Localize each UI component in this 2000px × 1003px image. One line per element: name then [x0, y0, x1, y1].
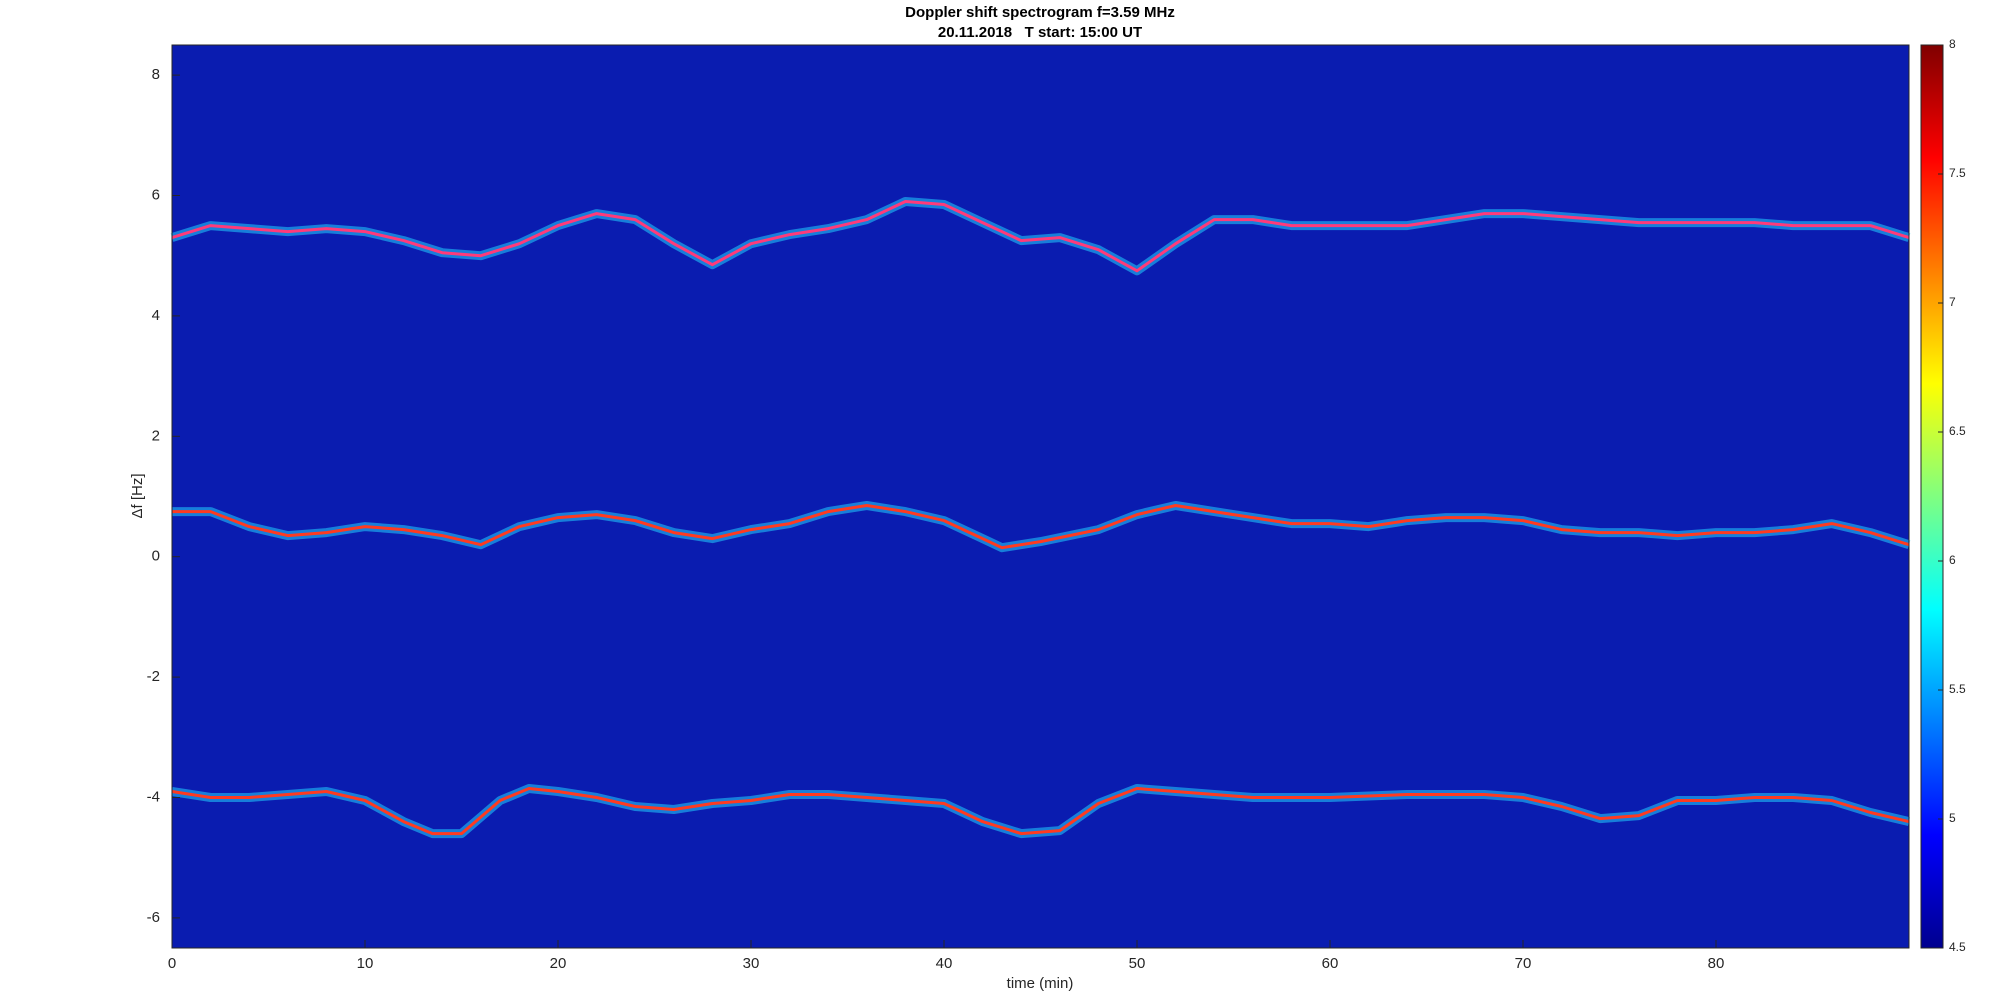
- x-tick-label: 40: [936, 955, 953, 972]
- colorbar-tick-label: 7: [1949, 295, 1956, 309]
- chart-title: Doppler shift spectrogram f=3.59 MHz: [905, 4, 1175, 21]
- colorbar-tick-label: 6.5: [1949, 424, 1966, 438]
- x-tick-label: 0: [168, 955, 176, 972]
- y-axis-label: Δf [Hz]: [129, 473, 146, 518]
- y-tick-label: 8: [152, 66, 160, 83]
- y-tick-label: -2: [147, 668, 160, 685]
- y-tick-label: -4: [147, 788, 160, 805]
- x-tick-label: 60: [1322, 955, 1339, 972]
- x-tick-label: 30: [743, 955, 760, 972]
- x-axis-label: time (min): [1007, 975, 1074, 992]
- y-tick-label: -6: [147, 909, 160, 926]
- x-tick-label: 80: [1708, 955, 1725, 972]
- trace: [171, 200, 1910, 273]
- y-tick-label: 6: [152, 186, 160, 203]
- x-tick-label: 50: [1129, 955, 1146, 972]
- colorbar-tick-label: 6: [1949, 553, 1956, 567]
- y-tick-label: 2: [152, 427, 160, 444]
- plot-background: [172, 45, 1909, 948]
- x-tick-label: 20: [550, 955, 567, 972]
- colorbar: [1920, 44, 1944, 949]
- colorbar-tick-label: 8: [1949, 37, 1956, 51]
- colorbar-tick-label: 7.5: [1949, 166, 1966, 180]
- y-tick-label: 4: [152, 307, 160, 324]
- colorbar-tick-label: 5: [1949, 811, 1956, 825]
- y-tick-label: 0: [152, 548, 160, 565]
- trace: [171, 787, 1910, 836]
- x-tick-label: 10: [357, 955, 374, 972]
- chart-subtitle: 20.11.2018 T start: 15:00 UT: [938, 24, 1142, 41]
- colorbar-tick-label: 5.5: [1949, 682, 1966, 696]
- plot-frame: [171, 44, 1910, 949]
- colorbar-tick-label: 4.5: [1949, 940, 1966, 954]
- x-tick-label: 70: [1515, 955, 1532, 972]
- trace: [172, 504, 1910, 550]
